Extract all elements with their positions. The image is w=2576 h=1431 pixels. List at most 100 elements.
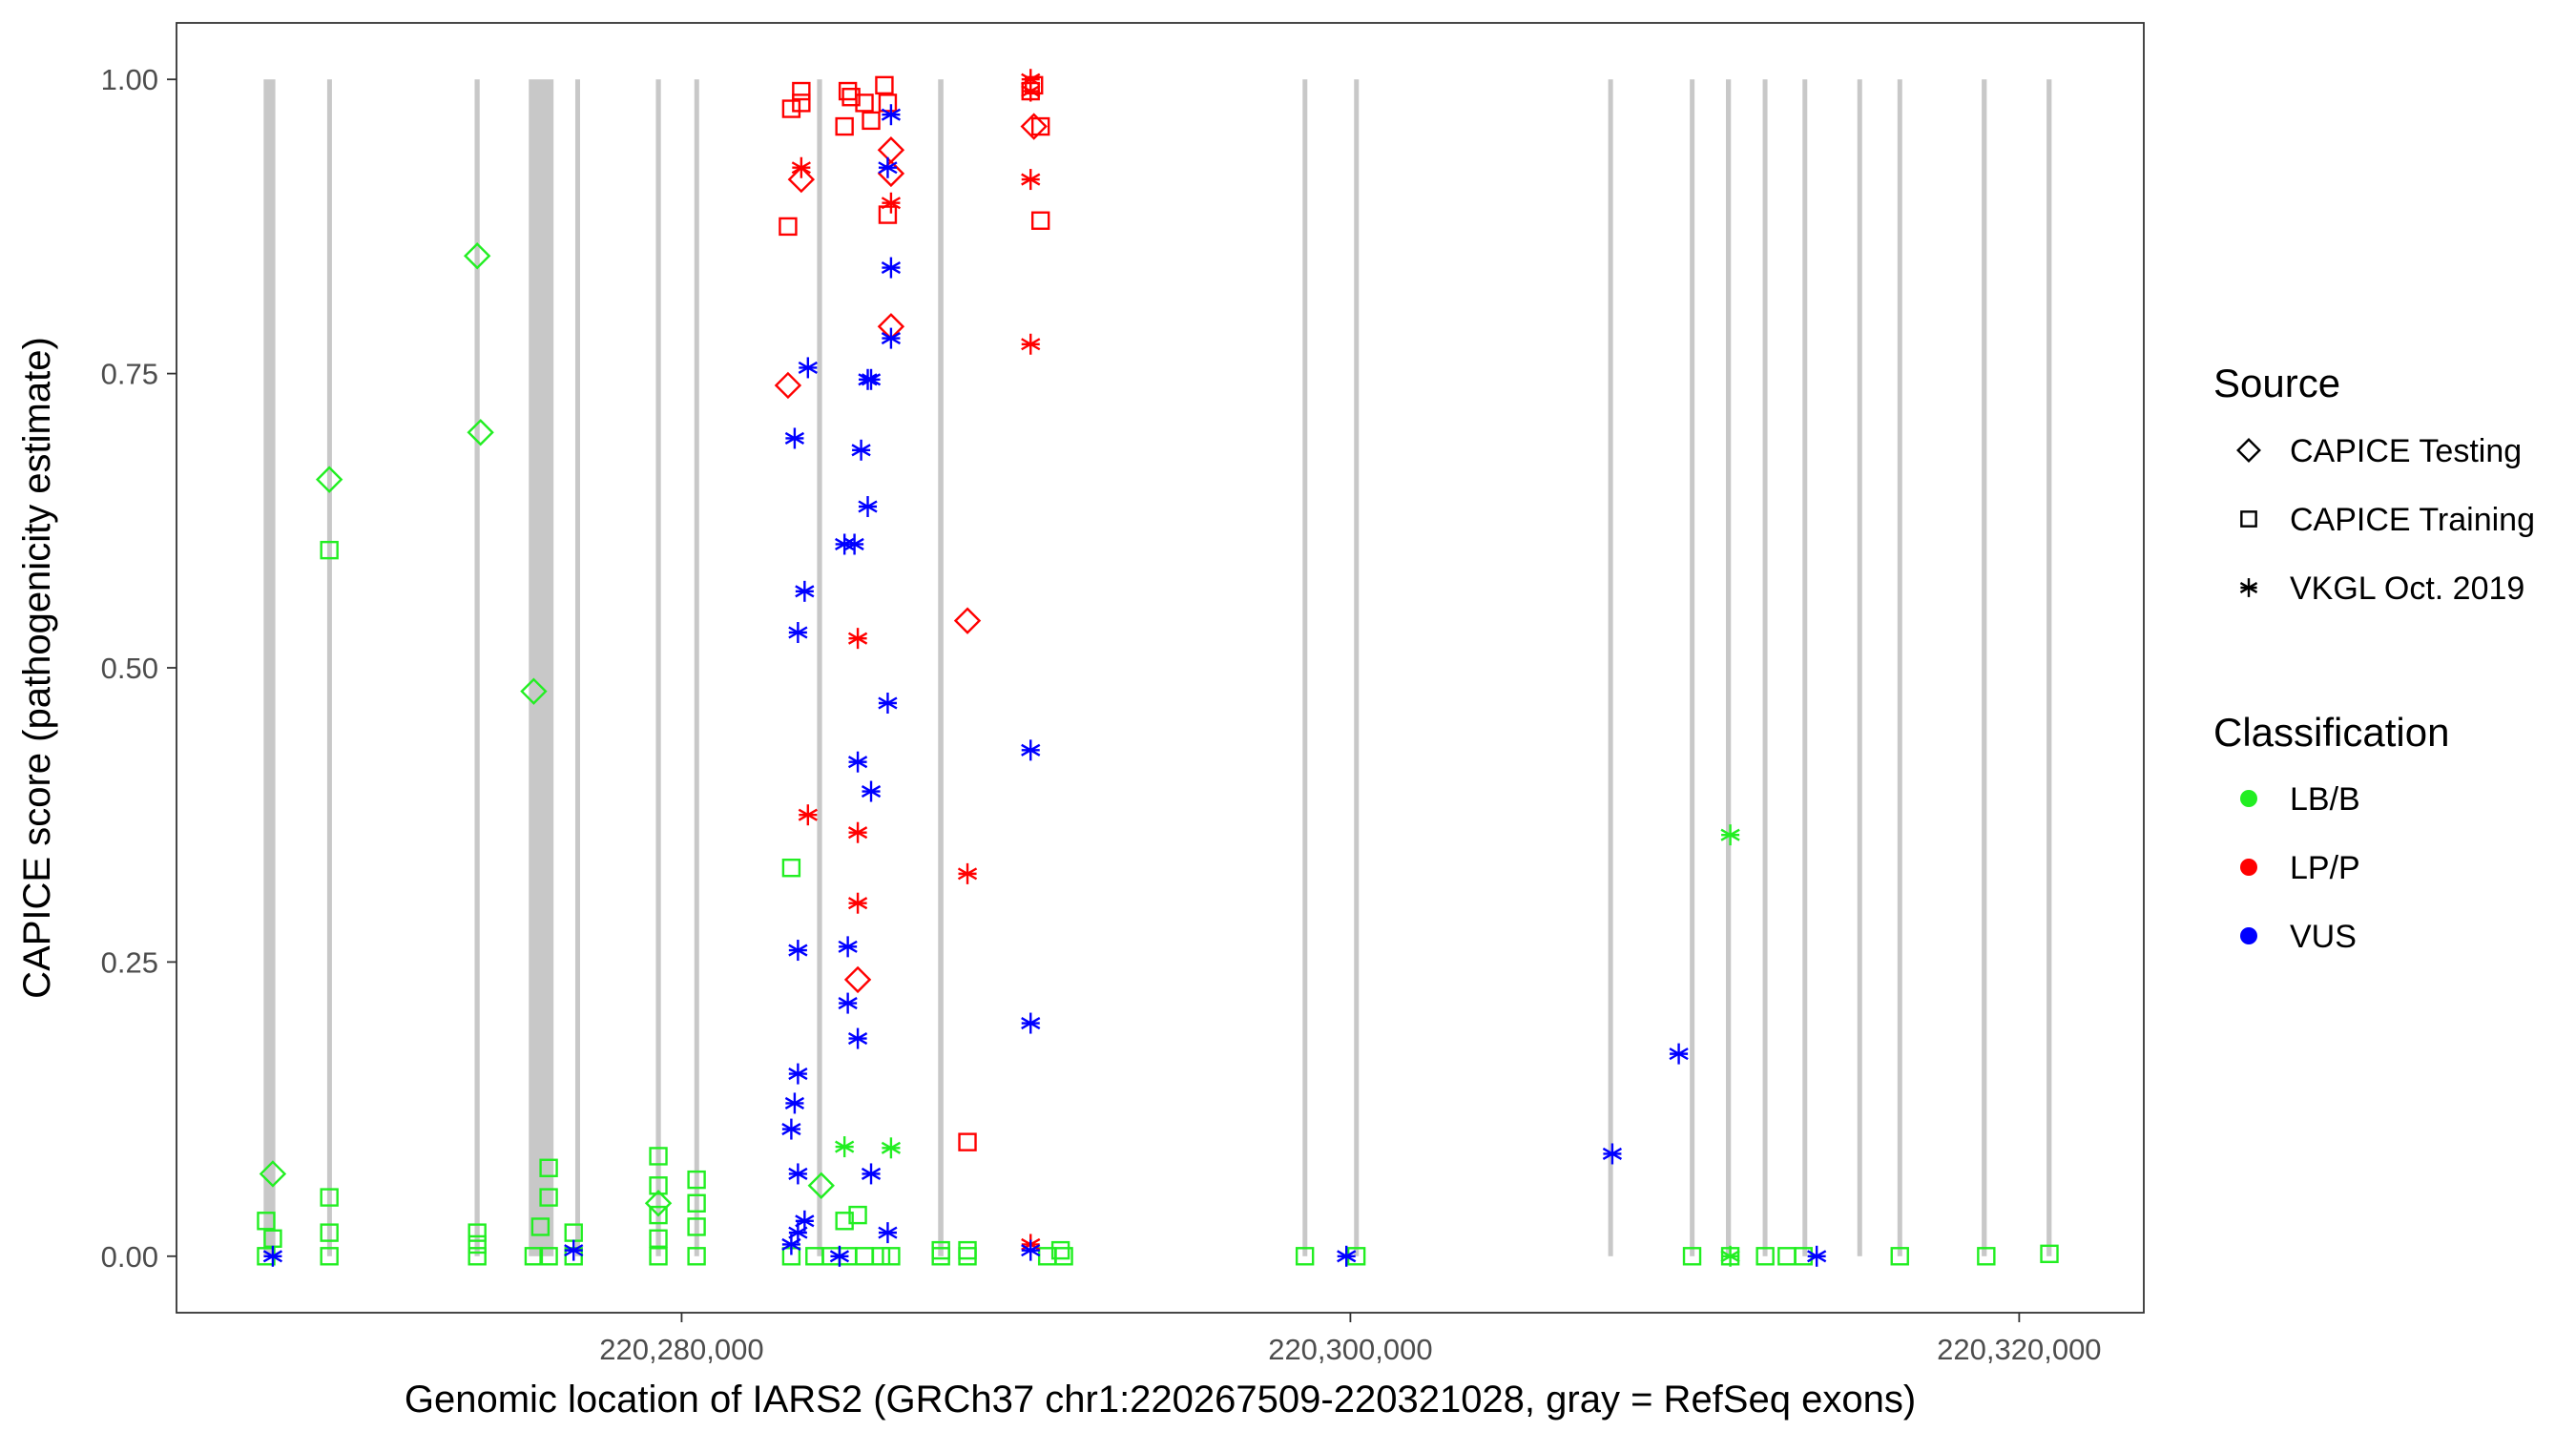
legend-class-label: LB/B <box>2290 781 2360 818</box>
exon-bar <box>1302 79 1308 1256</box>
data-point-asterisk <box>847 821 868 843</box>
data-point-square <box>875 75 894 95</box>
data-point-square <box>792 81 811 101</box>
data-point-square <box>1777 1247 1797 1266</box>
data-point-square <box>1295 1247 1315 1266</box>
legend-asterisk-icon <box>2239 578 2258 597</box>
y-axis: 0.00 0.25 0.50 0.75 1.00 <box>101 63 177 1274</box>
data-point-square <box>862 111 881 131</box>
exon-bar <box>817 79 822 1256</box>
exon-bar <box>529 79 554 1256</box>
data-point-asterisk <box>795 580 815 602</box>
data-point-diamond <box>315 466 343 493</box>
exon-bar <box>1726 79 1732 1256</box>
data-point-asterisk <box>844 533 864 555</box>
data-point-square <box>835 1212 854 1231</box>
data-points <box>257 69 2059 1267</box>
data-point-asterisk <box>1720 1245 1740 1267</box>
exon-bar <box>1897 79 1902 1256</box>
data-point-asterisk <box>861 368 882 390</box>
data-point-square <box>848 1205 867 1225</box>
y-tick-label: 0.00 <box>101 1240 158 1274</box>
data-point-asterisk <box>788 940 808 962</box>
data-point-diamond <box>259 1160 287 1188</box>
data-point-asterisk <box>1669 1043 1689 1065</box>
exon-bar <box>938 79 944 1256</box>
exon-bar <box>1982 79 1987 1256</box>
exon-bar <box>263 79 276 1256</box>
data-point-asterisk <box>851 439 871 461</box>
data-point-diamond <box>644 1190 673 1217</box>
data-point-asterisk <box>788 621 808 643</box>
data-point-asterisk <box>861 1163 882 1185</box>
data-point-asterisk <box>798 804 818 826</box>
data-point-diamond <box>1020 113 1048 140</box>
exon-bar <box>1608 79 1613 1256</box>
y-tick-label: 1.00 <box>101 63 158 96</box>
x-axis: 220,280,000 220,300,000 220,320,000 <box>599 1313 2102 1366</box>
data-point-asterisk <box>781 1118 801 1140</box>
data-point-square <box>2040 1244 2059 1264</box>
y-tick-label: 0.75 <box>101 358 158 391</box>
data-point-asterisk <box>788 1063 808 1085</box>
data-point-square <box>687 1247 706 1266</box>
data-point-diamond <box>953 607 982 634</box>
data-point-asterisk <box>788 1163 808 1185</box>
data-point-asterisk <box>838 992 858 1014</box>
legend-source-title: Source <box>2213 361 2340 405</box>
data-point-asterisk <box>784 427 805 449</box>
data-point-diamond <box>774 371 802 400</box>
data-point-square <box>855 93 874 113</box>
legend-class-label: LP/P <box>2290 850 2360 886</box>
data-point-asterisk <box>861 780 882 802</box>
data-point-asterisk <box>781 1234 801 1255</box>
data-point-square <box>1977 1247 1996 1266</box>
data-point-square <box>958 1240 977 1260</box>
data-point-asterisk <box>881 327 902 349</box>
data-point-square <box>1050 1240 1070 1260</box>
data-point-asterisk <box>791 156 811 178</box>
data-point-square <box>649 1205 668 1225</box>
data-point-square <box>524 1247 544 1266</box>
data-point-asterisk <box>1807 1245 1827 1267</box>
x-tick-label: 220,280,000 <box>599 1333 763 1366</box>
data-point-square <box>257 1212 276 1231</box>
data-point-square <box>1682 1247 1702 1266</box>
exon-bars <box>263 79 2052 1256</box>
data-point-square <box>779 217 798 237</box>
data-point-square <box>958 1247 977 1266</box>
exon-bar <box>1354 79 1360 1256</box>
legend: Source CAPICE Testing CAPICE Training VKGL… <box>2213 361 2535 955</box>
data-point-asterisk <box>1021 80 1041 102</box>
exon-bar <box>2046 79 2052 1256</box>
data-point-asterisk <box>1021 1239 1041 1261</box>
data-point-square <box>539 1247 558 1266</box>
data-point-square <box>781 99 801 118</box>
data-point-asterisk <box>798 357 818 379</box>
legend-source-label: CAPICE Training <box>2290 502 2535 538</box>
data-point-asterisk <box>847 1027 868 1049</box>
plot-panel-border <box>176 22 2145 1314</box>
data-point-square <box>320 540 339 560</box>
legend-diamond-icon <box>2236 438 2261 463</box>
legend-class-label: VUS <box>2290 919 2357 955</box>
data-point-asterisk <box>847 628 868 650</box>
data-point-square <box>882 1247 901 1266</box>
data-point-diamond <box>787 165 816 194</box>
exon-bar <box>574 79 580 1256</box>
data-point-asterisk <box>838 936 858 958</box>
data-point-square <box>649 1229 668 1248</box>
data-point-asterisk <box>262 1245 283 1267</box>
data-point-square <box>838 81 858 101</box>
exon-bar <box>1762 79 1768 1256</box>
data-point-asterisk <box>784 1092 805 1114</box>
data-point-asterisk <box>1720 824 1740 846</box>
data-point-square <box>320 1247 339 1266</box>
data-point-square <box>781 859 801 878</box>
data-point-diamond <box>467 419 494 446</box>
data-point-asterisk <box>878 1222 898 1244</box>
data-point-asterisk <box>847 892 868 914</box>
legend-color-dot-icon <box>2240 790 2257 807</box>
data-point-asterisk <box>829 1245 850 1267</box>
